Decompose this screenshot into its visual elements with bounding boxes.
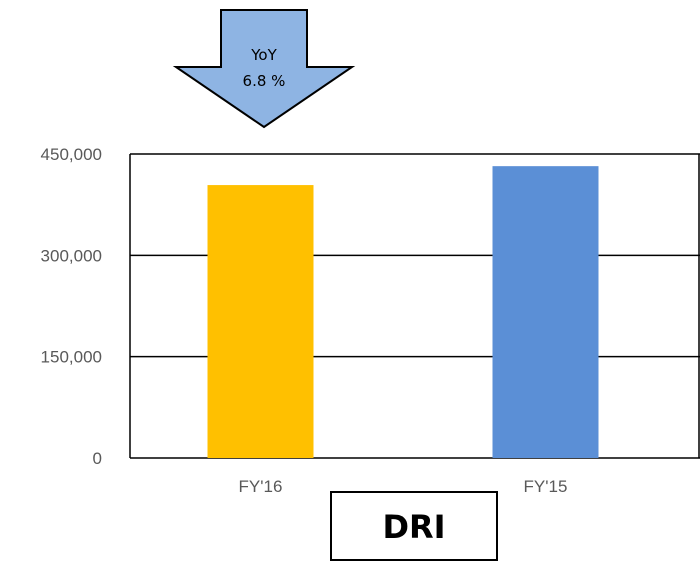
- y-axis-ticks: 0 150,000 300,000 450,000: [41, 145, 102, 468]
- y-tick-label: 0: [93, 449, 102, 468]
- x-axis-categories: FY'16 FY'15: [239, 477, 568, 496]
- yoy-label: YoY: [250, 46, 277, 64]
- x-category-label: FY'15: [524, 477, 568, 496]
- down-arrow-icon: [172, 9, 356, 129]
- yoy-value: 6.8 %: [243, 72, 286, 90]
- y-tick-label: 300,000: [41, 246, 102, 265]
- chart-title-box: DRI: [330, 491, 498, 561]
- y-tick-label: 450,000: [41, 145, 102, 164]
- chart-title: DRI: [382, 508, 445, 546]
- yoy-annotation: YoY 6.8 %: [172, 9, 356, 129]
- bar-1: [207, 185, 314, 458]
- y-tick-label: 150,000: [41, 348, 102, 367]
- bars: [207, 166, 599, 458]
- x-category-label: FY'16: [239, 477, 283, 496]
- bar-2: [492, 166, 599, 458]
